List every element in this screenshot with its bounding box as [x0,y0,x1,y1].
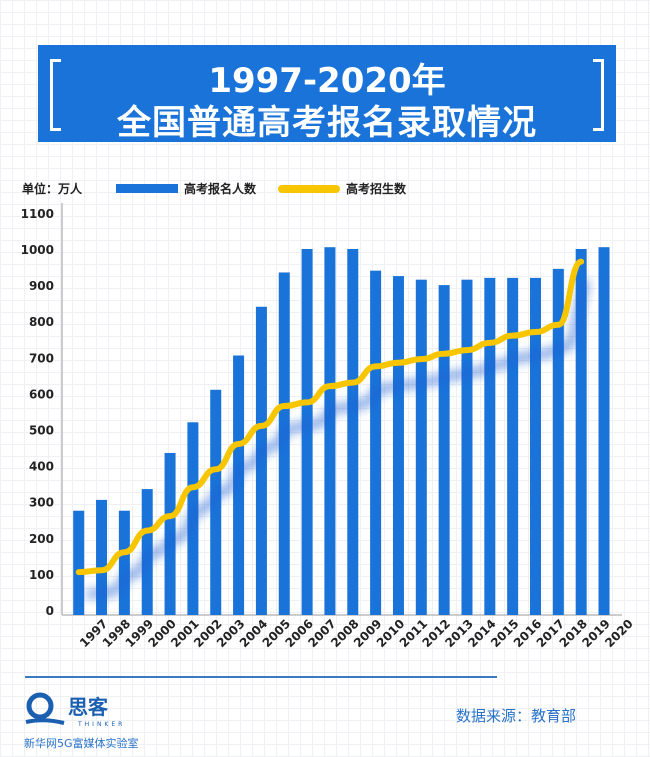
legend: 单位：万人 高考报名人数 高考招生数 [22,180,406,197]
title-line-1: 1997-2020年 [208,61,446,101]
bar-2001 [164,452,176,615]
legend-bar-label: 高考报名人数 [184,182,257,196]
svg-text:思客: 思客 [68,695,109,719]
title-line-2: 全国普通高考报名录取情况 [117,103,537,143]
thinker-logo: 思客 THINKER [24,692,144,728]
bar-2010 [370,270,382,615]
bar-2017 [530,277,541,615]
legend-bar-swatch [116,184,179,193]
bar-2020 [598,247,610,615]
bar-2007 [301,249,313,615]
y-tick-label: 900 [29,279,54,293]
bar-1999 [118,510,130,615]
data-source: 数据来源：教育部 [455,707,576,725]
svg-text:THINKER: THINKER [77,721,125,728]
y-tick-label: 200 [29,532,54,546]
y-tick-label: 1100 [21,207,54,221]
y-tick-label: 100 [29,568,54,582]
bar-2019 [575,249,587,615]
y-tick-label: 700 [29,351,54,365]
y-tick-label: 800 [29,315,54,329]
bar-2005 [255,306,267,615]
bar-2014 [461,279,473,615]
bar-2008 [324,247,336,615]
bar-2009 [347,249,359,615]
bar-2015 [484,277,496,615]
y-tick-label: 0 [46,604,54,618]
line-shadow [86,279,592,599]
unit-label: 单位：万人 [22,182,83,196]
bar-2004 [233,355,245,615]
bar-2016 [507,277,519,615]
right-bracket [593,59,604,131]
title-banner: 1997-2020年 全国普通高考报名录取情况 [38,45,616,143]
y-tick-label: 400 [29,460,54,474]
y-tick-label: 1000 [21,243,54,257]
bar-1997 [73,510,85,615]
y-tick-label: 600 [29,387,54,401]
y-tick-label: 300 [29,496,54,510]
bar-2013 [438,285,450,615]
left-bracket [50,59,61,131]
logo-subtitle: 新华网5G富媒体实验室 [24,737,139,750]
bar-2012 [415,279,427,615]
legend-line-swatch [278,184,341,193]
y-tick-label: 500 [29,424,54,438]
bar-1998 [96,499,108,615]
bar-2006 [278,272,290,615]
footer-divider [25,676,497,678]
bar-2011 [392,276,404,615]
chart: 0100200300400500600700800900100011001997… [21,203,636,650]
bar-2018 [552,268,564,615]
legend-line-label: 高考招生数 [346,182,407,196]
